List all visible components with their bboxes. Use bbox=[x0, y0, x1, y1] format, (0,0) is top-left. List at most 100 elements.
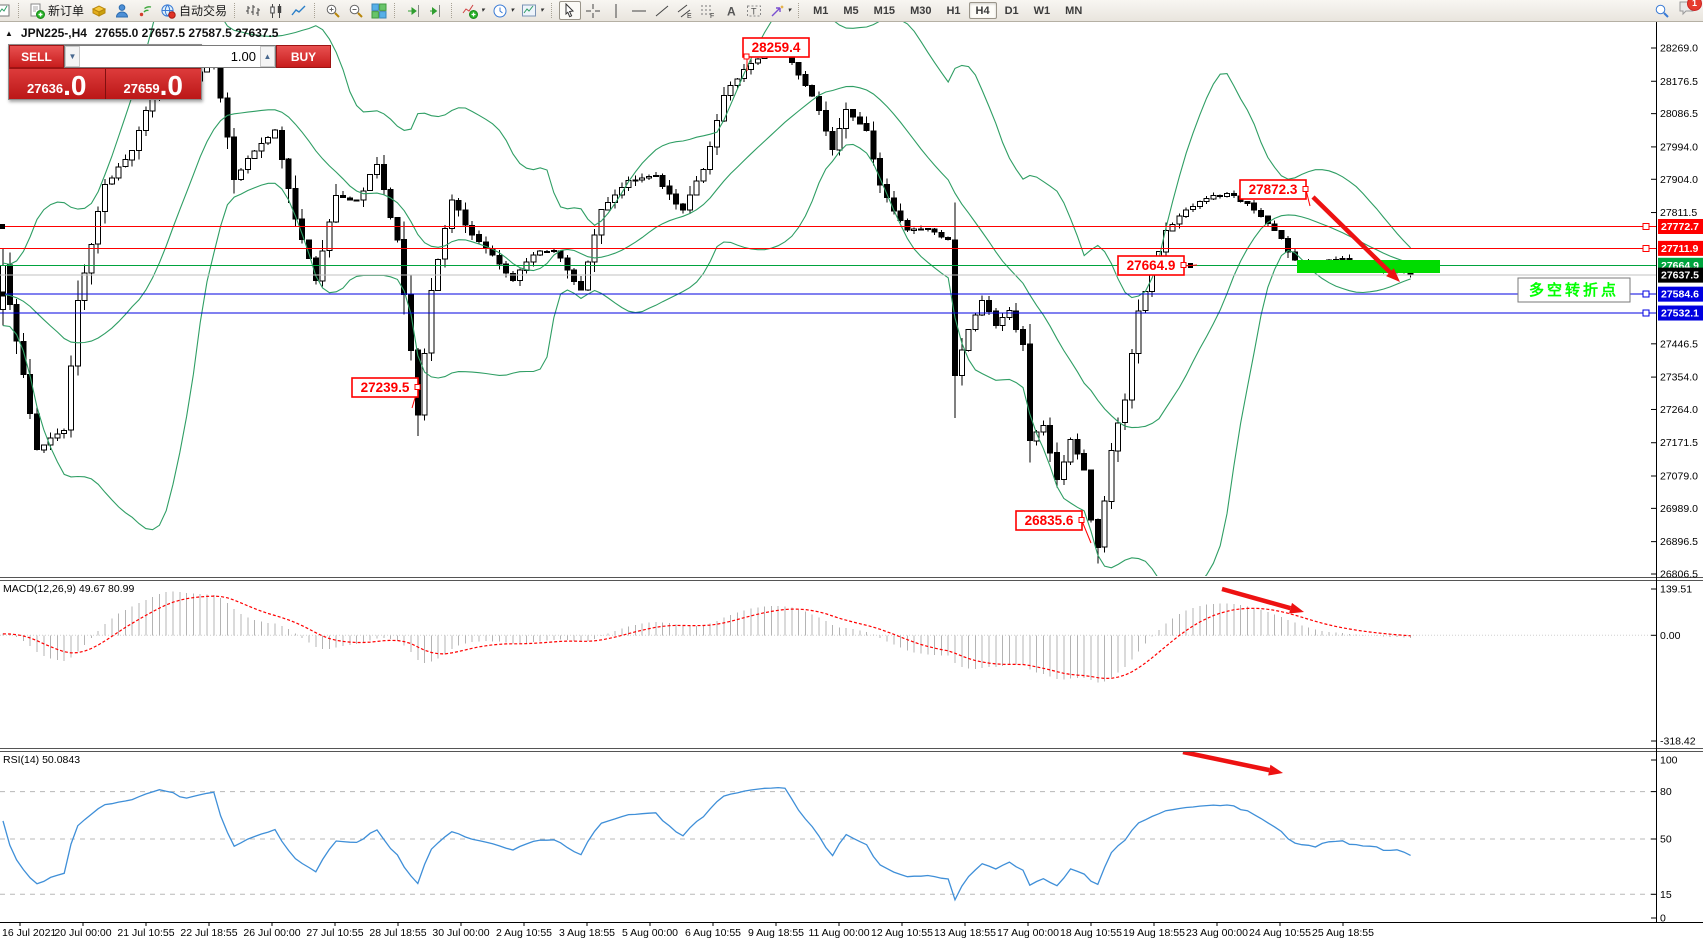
crosshair-t ool-button[interactable] bbox=[582, 1, 604, 20]
timeframe-mn[interactable]: MN bbox=[1058, 2, 1089, 19]
autotrading-icon bbox=[161, 3, 176, 19]
text-tool-button[interactable]: A bbox=[720, 1, 742, 20]
timeframe-h1[interactable]: H1 bbox=[939, 2, 967, 19]
svg-text:多空转折点: 多空转折点 bbox=[1529, 281, 1619, 299]
svg-text:27079.0: 27079.0 bbox=[1660, 470, 1698, 482]
svg-text:18 Aug 10:55: 18 Aug 10:55 bbox=[1060, 927, 1122, 939]
auto-scroll-button[interactable] bbox=[402, 1, 424, 20]
sell-price-int: 27636 bbox=[26, 80, 64, 96]
timeframe-h4[interactable]: H4 bbox=[968, 2, 997, 19]
volume-down-button[interactable]: ▼ bbox=[65, 46, 80, 67]
volume-input[interactable] bbox=[80, 46, 260, 67]
signals-button[interactable] bbox=[134, 1, 156, 20]
svg-text:15: 15 bbox=[1660, 889, 1672, 901]
new-order-icon bbox=[30, 3, 45, 19]
label-tool-button[interactable]: T bbox=[743, 1, 765, 20]
svg-text:T: T bbox=[751, 6, 757, 16]
horizontal-line-tool-button[interactable] bbox=[628, 1, 650, 20]
timeframe-m15[interactable]: M15 bbox=[867, 2, 902, 19]
vertical-line-tool-button[interactable] bbox=[605, 1, 627, 20]
toolbar-separator bbox=[798, 3, 802, 18]
svg-text:100: 100 bbox=[1660, 755, 1678, 767]
highlight-rectangle[interactable] bbox=[1297, 260, 1440, 273]
indicators-button[interactable]: ▾ bbox=[459, 1, 488, 20]
toolbar-separator bbox=[234, 3, 238, 18]
bar-chart-button[interactable] bbox=[242, 1, 264, 20]
annotations[interactable]: 28259.4 27872.3 27664.9 27239.5 26835.6 bbox=[351, 37, 1400, 544]
sell-price[interactable]: 27636.0 bbox=[9, 69, 106, 100]
symbol-dropdown-icon[interactable]: ▲ bbox=[5, 28, 13, 38]
chart-window-icon bbox=[0, 4, 10, 16]
svg-text:28269.0: 28269.0 bbox=[1660, 43, 1698, 55]
rsi-line bbox=[2, 786, 1411, 902]
buy-price[interactable]: 27659.0 bbox=[105, 69, 201, 100]
zoom-in-button[interactable] bbox=[322, 1, 344, 20]
fibonacci-icon: F bbox=[700, 5, 714, 19]
svg-text:21 Jul 10:55: 21 Jul 10:55 bbox=[117, 927, 174, 939]
templates-button[interactable]: ▾ bbox=[518, 1, 547, 20]
svg-text:26806.5: 26806.5 bbox=[1660, 569, 1698, 581]
symbol-info-bar[interactable]: ▲ JPN225-,H4 27655.0 27657.5 27587.5 276… bbox=[5, 26, 278, 40]
svg-text:9 Aug 18:55: 9 Aug 18:55 bbox=[748, 927, 804, 939]
autotrading-button[interactable]: 自动交易 bbox=[157, 1, 230, 20]
zoom-out-button[interactable] bbox=[345, 1, 367, 20]
svg-text:5 Aug 00:00: 5 Aug 00:00 bbox=[622, 927, 678, 939]
svg-text:3 Aug 18:55: 3 Aug 18:55 bbox=[559, 927, 615, 939]
rsi-pane bbox=[0, 752, 1656, 902]
template-icon bbox=[522, 4, 537, 16]
candle-chart-button[interactable] bbox=[265, 1, 287, 20]
autotrading-label: 自动交易 bbox=[179, 4, 228, 18]
buy-button[interactable]: BUY bbox=[276, 45, 331, 68]
new-chart-button[interactable] bbox=[0, 1, 14, 20]
new-order-label: 新订单 bbox=[48, 4, 85, 18]
symbol-ohlc: 27655.0 27657.5 27587.5 27637.5 bbox=[94, 26, 279, 40]
search-icon[interactable] bbox=[1654, 3, 1670, 19]
periods-button[interactable]: ▾ bbox=[489, 1, 518, 20]
timeframe-m30[interactable]: M30 bbox=[903, 2, 938, 19]
notifications-button[interactable]: 1 bbox=[1678, 0, 1702, 21]
main-pane: 28259.4 27872.3 27664.9 27239.5 26835.6 多空转折点 bbox=[0, 21, 1656, 576]
price-axis: 28269.0 28176.5 28086.5 27994.0 27904.0 27811… bbox=[1651, 43, 1698, 925]
chart-shift-button[interactable] bbox=[425, 1, 447, 20]
arrows-tool-button[interactable]: ▾ bbox=[766, 1, 795, 20]
macd-histogram bbox=[2, 591, 1412, 683]
accounts-button[interactable] bbox=[111, 1, 133, 20]
text-label-icon: T bbox=[746, 5, 761, 16]
timeframe-m1[interactable]: M1 bbox=[806, 2, 835, 19]
clock-icon bbox=[493, 4, 507, 17]
tile-windows-icon bbox=[371, 3, 387, 19]
timeframe-m5[interactable]: M5 bbox=[836, 2, 865, 19]
new-order-button[interactable]: 新订单 bbox=[26, 1, 87, 20]
svg-text:27239.5: 27239.5 bbox=[361, 380, 410, 395]
text-icon: A bbox=[727, 4, 736, 18]
channel-tool-button[interactable]: E bbox=[674, 1, 696, 20]
timeframe-w1[interactable]: W1 bbox=[1027, 2, 1058, 19]
toolbar-separator bbox=[550, 3, 555, 18]
volume-up-button[interactable]: ▲ bbox=[260, 46, 275, 67]
trendline-tool-button[interactable] bbox=[651, 1, 673, 20]
line-chart-button[interactable] bbox=[288, 1, 310, 20]
deposit-button[interactable] bbox=[88, 1, 110, 20]
sell-button[interactable]: SELL bbox=[9, 45, 64, 68]
chevron-down-icon: ▾ bbox=[787, 7, 792, 14]
toolbar-separator bbox=[394, 3, 398, 18]
toolbar-right-group: 1 bbox=[1654, 0, 1702, 21]
tile-windows-button[interactable] bbox=[368, 1, 390, 20]
indicators-icon bbox=[462, 4, 479, 19]
horizontal-lines[interactable] bbox=[0, 222, 1656, 317]
ohlc-bars-icon bbox=[246, 4, 261, 16]
cursor-tool-button[interactable] bbox=[558, 1, 581, 20]
svg-text:25 Aug 18:55: 25 Aug 18:55 bbox=[1312, 927, 1374, 939]
note-label[interactable]: 多空转折点 bbox=[1517, 277, 1631, 303]
svg-text:20 Jul 00:00: 20 Jul 00:00 bbox=[54, 927, 111, 939]
rsi-label: RSI(14) 50.0843 bbox=[3, 754, 80, 766]
svg-text:28086.5: 28086.5 bbox=[1660, 108, 1698, 120]
fibonacci-tool-button[interactable]: F bbox=[697, 1, 719, 20]
chevron-down-icon: ▾ bbox=[510, 7, 515, 14]
timeframe-d1[interactable]: D1 bbox=[998, 2, 1026, 19]
toolbar-separator bbox=[314, 3, 318, 18]
horizontal-line-icon bbox=[631, 10, 646, 11]
